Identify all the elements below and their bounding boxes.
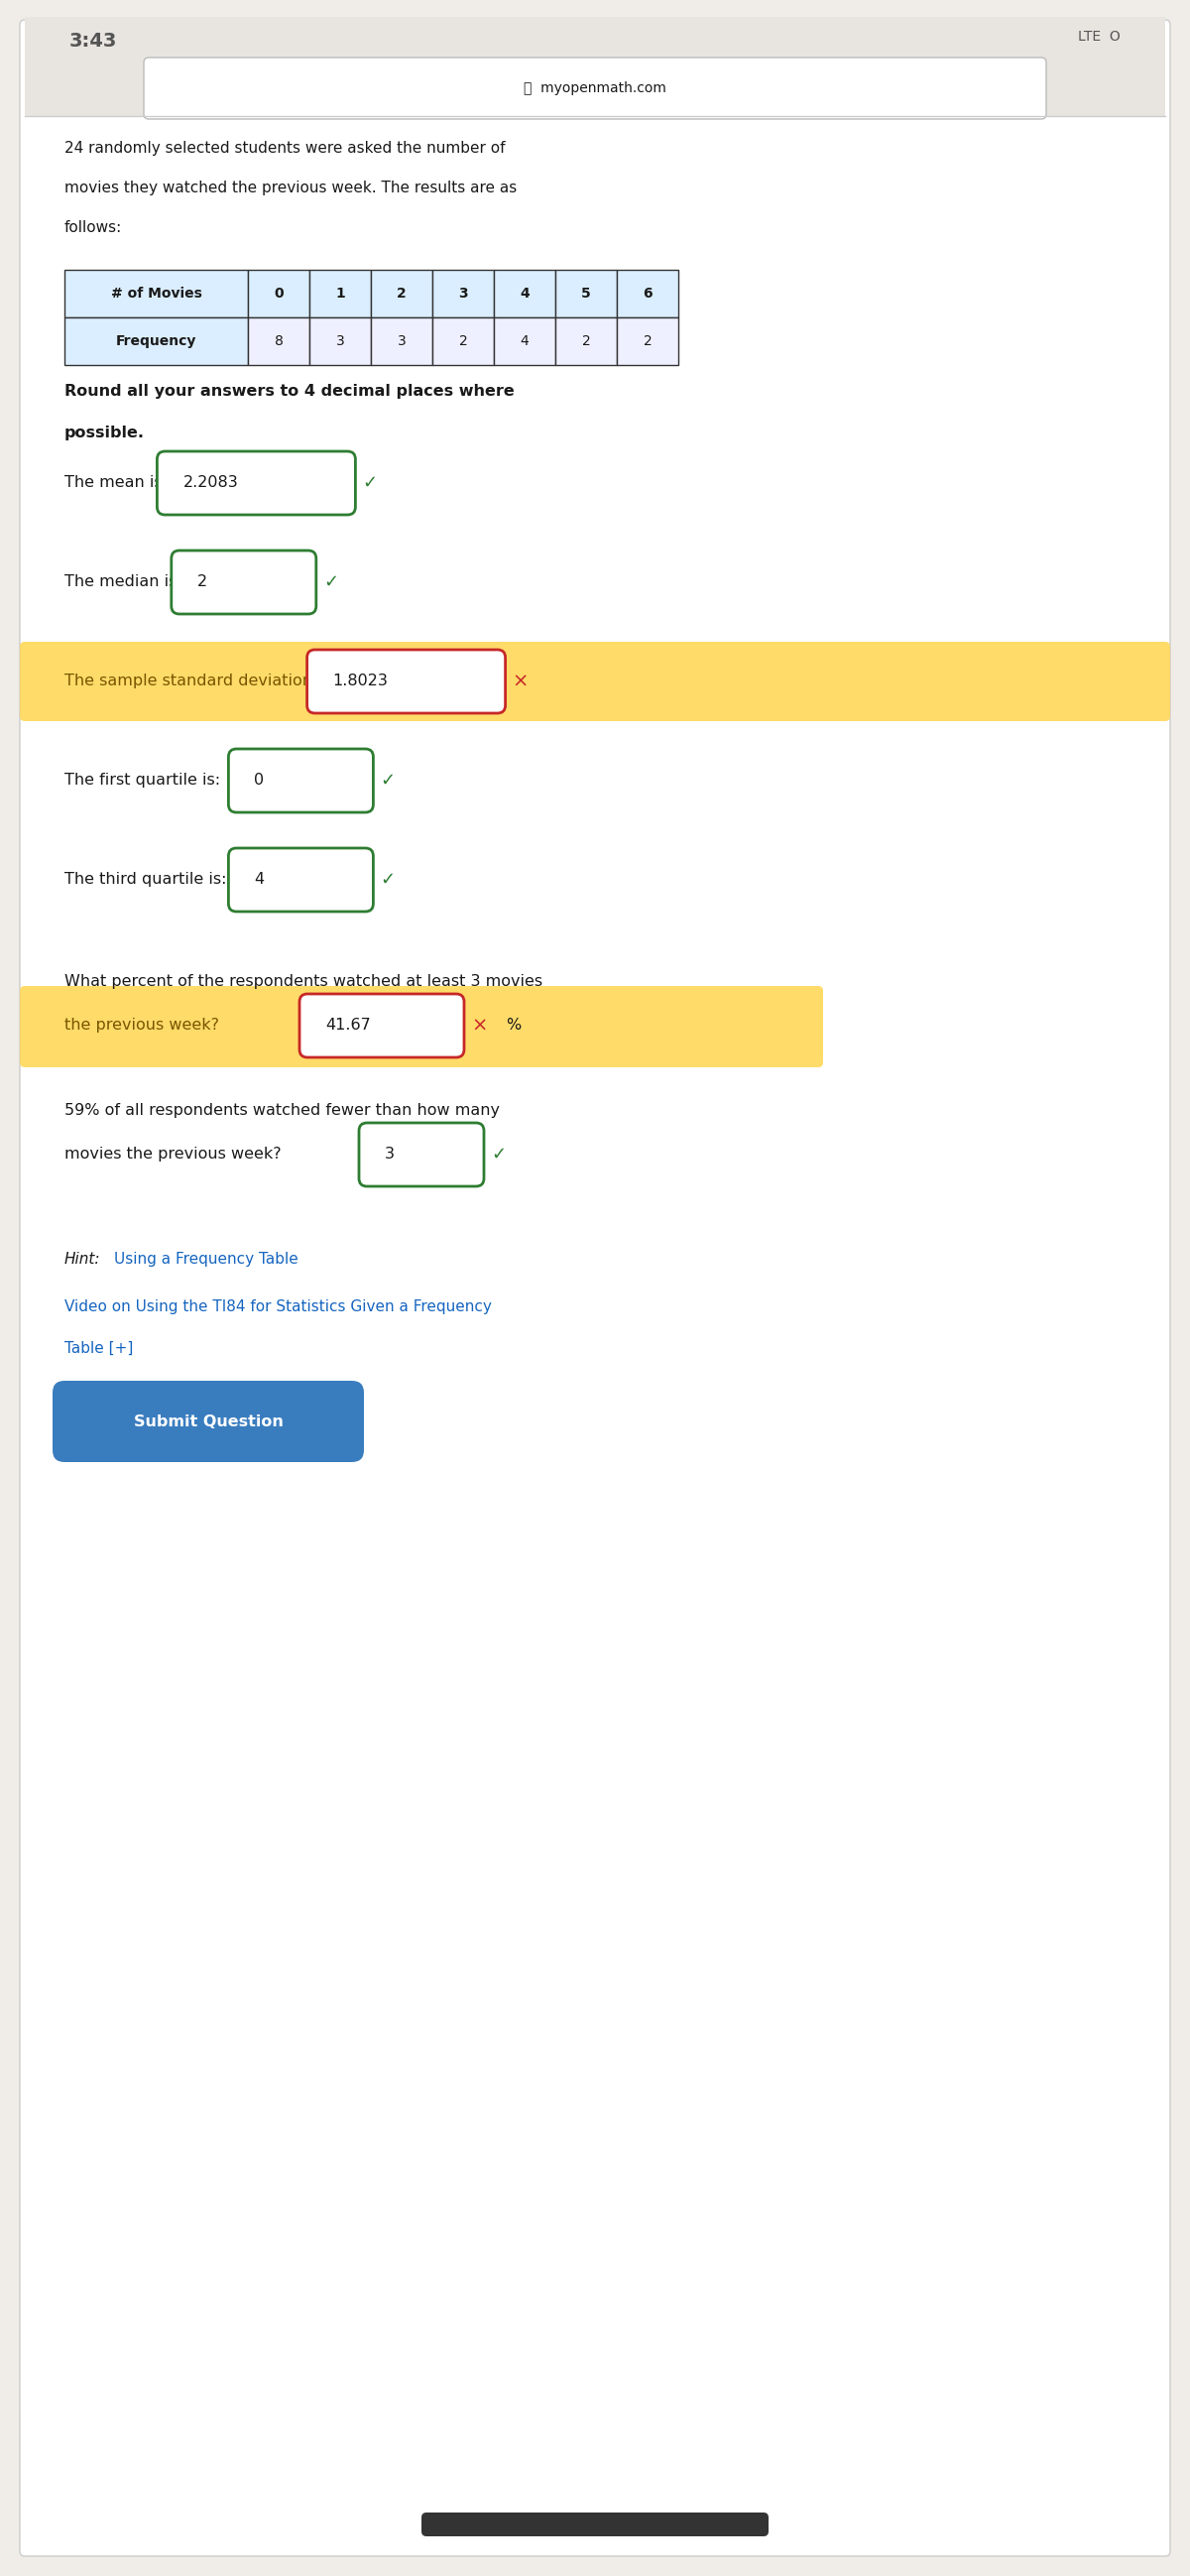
Text: 2: 2 <box>582 335 590 348</box>
Text: %: % <box>506 1018 521 1033</box>
Text: movies the previous week?: movies the previous week? <box>64 1146 281 1162</box>
Text: The median is:: The median is: <box>64 574 182 590</box>
Text: Frequency: Frequency <box>115 335 196 348</box>
FancyBboxPatch shape <box>616 317 678 366</box>
Text: 2.2083: 2.2083 <box>183 477 238 489</box>
Text: 4: 4 <box>520 335 528 348</box>
Text: What percent of the respondents watched at least 3 movies: What percent of the respondents watched … <box>64 974 543 989</box>
FancyBboxPatch shape <box>228 848 374 912</box>
FancyBboxPatch shape <box>171 551 317 613</box>
Text: 24 randomly selected students were asked the number of: 24 randomly selected students were asked… <box>64 142 506 155</box>
Text: ✓: ✓ <box>491 1146 506 1164</box>
Text: 2: 2 <box>644 335 652 348</box>
Text: 3:43: 3:43 <box>69 33 118 52</box>
Text: Video on Using the TI84 for Statistics Given a Frequency: Video on Using the TI84 for Statistics G… <box>64 1298 491 1314</box>
FancyBboxPatch shape <box>300 994 464 1056</box>
Text: 0: 0 <box>255 773 264 788</box>
Text: 3: 3 <box>458 286 468 301</box>
Text: 3: 3 <box>397 335 406 348</box>
Text: 3: 3 <box>336 335 344 348</box>
Text: 8: 8 <box>274 335 283 348</box>
Text: 2: 2 <box>396 286 407 301</box>
FancyBboxPatch shape <box>371 317 432 366</box>
FancyBboxPatch shape <box>309 317 371 366</box>
Text: movies they watched the previous week. The results are as: movies they watched the previous week. T… <box>64 180 516 196</box>
Text: 🔒  myopenmath.com: 🔒 myopenmath.com <box>524 82 666 95</box>
Text: ✓: ✓ <box>362 474 377 492</box>
FancyBboxPatch shape <box>228 750 374 811</box>
FancyBboxPatch shape <box>144 57 1046 118</box>
FancyBboxPatch shape <box>20 987 823 1066</box>
FancyBboxPatch shape <box>64 317 248 366</box>
FancyBboxPatch shape <box>309 270 371 317</box>
FancyBboxPatch shape <box>494 317 556 366</box>
Text: follows:: follows: <box>64 219 123 234</box>
Text: 0: 0 <box>274 286 283 301</box>
FancyBboxPatch shape <box>52 1381 364 1463</box>
FancyBboxPatch shape <box>248 317 309 366</box>
Text: # of Movies: # of Movies <box>111 286 202 301</box>
Text: possible.: possible. <box>64 425 145 440</box>
Text: Using a Frequency Table: Using a Frequency Table <box>114 1252 299 1267</box>
Text: Submit Question: Submit Question <box>133 1414 283 1430</box>
Text: The third quartile is:: The third quartile is: <box>64 873 226 886</box>
Text: the previous week?: the previous week? <box>64 1018 219 1033</box>
FancyBboxPatch shape <box>64 270 248 317</box>
Text: Round all your answers to 4 decimal places where: Round all your answers to 4 decimal plac… <box>64 384 514 399</box>
FancyBboxPatch shape <box>20 641 1170 721</box>
Text: 3: 3 <box>384 1146 395 1162</box>
FancyBboxPatch shape <box>494 270 556 317</box>
FancyBboxPatch shape <box>421 2512 769 2537</box>
Text: LTE  O: LTE O <box>1078 31 1121 44</box>
FancyBboxPatch shape <box>432 270 494 317</box>
Text: 1.8023: 1.8023 <box>333 675 388 688</box>
Text: 59% of all respondents watched fewer than how many: 59% of all respondents watched fewer tha… <box>64 1103 500 1118</box>
Text: Table [+]: Table [+] <box>64 1342 133 1355</box>
Text: 6: 6 <box>643 286 652 301</box>
FancyBboxPatch shape <box>20 21 1170 2555</box>
Text: The sample standard deviation is:: The sample standard deviation is: <box>64 675 336 688</box>
Text: 4: 4 <box>255 873 264 886</box>
Text: Hint:: Hint: <box>64 1252 101 1267</box>
Text: ✓: ✓ <box>381 871 395 889</box>
Text: 4: 4 <box>520 286 530 301</box>
FancyBboxPatch shape <box>556 270 616 317</box>
FancyBboxPatch shape <box>616 270 678 317</box>
FancyBboxPatch shape <box>25 18 1165 116</box>
Text: ×: × <box>513 672 528 690</box>
Text: ✓: ✓ <box>322 574 338 590</box>
Text: The first quartile is:: The first quartile is: <box>64 773 220 788</box>
Text: ✓: ✓ <box>381 773 395 791</box>
FancyBboxPatch shape <box>307 649 506 714</box>
FancyBboxPatch shape <box>157 451 356 515</box>
Text: ×: × <box>471 1015 487 1036</box>
FancyBboxPatch shape <box>371 270 432 317</box>
FancyBboxPatch shape <box>248 270 309 317</box>
Text: The mean is:: The mean is: <box>64 477 168 489</box>
Text: 41.67: 41.67 <box>325 1018 370 1033</box>
FancyBboxPatch shape <box>556 317 616 366</box>
Text: 1: 1 <box>336 286 345 301</box>
Text: 5: 5 <box>581 286 591 301</box>
FancyBboxPatch shape <box>432 317 494 366</box>
Text: 2: 2 <box>198 574 207 590</box>
FancyBboxPatch shape <box>359 1123 484 1188</box>
Text: 2: 2 <box>459 335 468 348</box>
